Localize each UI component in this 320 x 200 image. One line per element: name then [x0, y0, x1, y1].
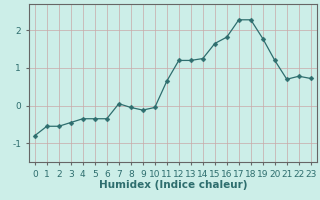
X-axis label: Humidex (Indice chaleur): Humidex (Indice chaleur) [99, 180, 247, 190]
